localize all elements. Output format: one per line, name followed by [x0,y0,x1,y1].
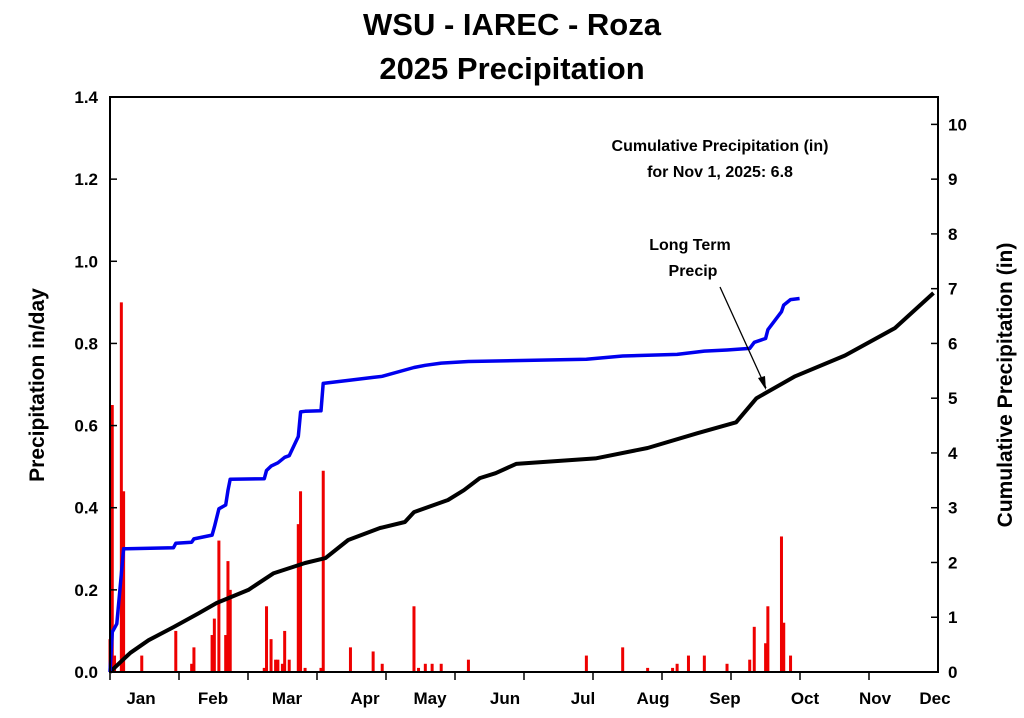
cumulative-annotation-line-2: for Nov 1, 2025: 6.8 [647,164,793,181]
y2-tick-label: 7 [948,280,957,299]
daily-precip-bar [212,618,216,672]
x-tick-label: Apr [350,689,380,708]
plot-frame [109,96,939,673]
y-tick-label: 0.6 [74,417,98,436]
daily-precip-bar [779,536,783,672]
daily-precip-bar [228,589,232,672]
daily-precip-bar [113,655,117,672]
cumulative-2025-line [108,296,800,673]
daily-precip-bar [430,663,434,672]
daily-precip-bar [110,405,114,672]
daily-precip-bar [782,622,786,672]
daily-precip-bar [269,639,273,672]
daily-precip-bar [303,667,307,672]
daily-precip-bar [646,667,650,672]
x-tick-label: Feb [198,689,228,708]
daily-precip-bar [371,651,375,672]
daily-precip-bar [412,606,416,672]
daily-precip-bar [265,606,269,672]
daily-precip-bar [262,667,266,672]
daily-precip-bar [174,630,178,672]
daily-precip-bar [766,606,770,672]
daily-precip-bar [764,643,768,672]
daily-precip-bar [675,663,679,672]
annotation-arrow [719,286,767,390]
y-tick-label: 1.0 [74,252,98,271]
daily-precip-bar [274,659,278,672]
daily-precip-bar [466,659,470,672]
daily-precip-bar [417,667,421,672]
x-tick-label: Oct [791,689,820,708]
daily-precip-bar [122,491,126,672]
x-tick-label: May [413,689,447,708]
daily-precip-bar [319,667,323,672]
daily-precip-bar [224,635,228,672]
y-tick-label: 1.2 [74,170,98,189]
chart-title-line-1: WSU - IAREC - Roza [363,7,662,42]
y2-tick-label: 6 [948,334,957,353]
x-tick-label: Mar [272,689,303,708]
daily-precip-bar [287,659,291,672]
long-term-annotation-line-1: Long Term [649,237,730,254]
x-tick-label: Dec [919,689,950,708]
x-tick-label: Jan [126,689,155,708]
daily-precip-bar [299,491,303,672]
daily-precip-bar [321,470,325,672]
daily-precip-bar [276,659,280,672]
x-tick-label: Jun [490,689,520,708]
daily-precip-bar [296,524,300,672]
y2-tick-label: 9 [948,170,957,189]
daily-precip-bar [671,667,675,672]
daily-precip-bar [119,302,123,672]
daily-precip-bar [725,663,729,672]
x-tick-label: Aug [636,689,669,708]
daily-precip-bar [789,655,793,672]
y2-axis-label: Cumulative Precipitation (in) [994,243,1017,528]
y-tick-label: 0.8 [74,334,98,353]
y-tick-label: 0.0 [74,663,98,682]
y-tick-label: 0.4 [74,499,98,518]
y2-tick-label: 10 [948,115,967,134]
daily-precip-bar [210,635,214,672]
x-tick-label: Nov [859,689,892,708]
daily-precip-bar [686,655,690,672]
daily-precip-bar [283,630,287,672]
y2-tick-label: 3 [948,499,957,518]
long-term-cumulative-line [108,291,935,674]
x-tick-label: Jul [571,689,596,708]
y2-tick-label: 8 [948,225,957,244]
y-axis-label: Precipitation in/day [26,288,49,482]
daily-precip-bar [280,663,284,672]
daily-precip-bar [748,659,752,672]
daily-precip-bar [380,663,384,672]
daily-precip-bar [584,655,588,672]
daily-precip-bar [348,647,352,672]
daily-precip-bar [217,540,221,672]
y-tick-label: 0.2 [74,581,98,600]
y2-tick-label: 4 [948,444,958,463]
long-term-annotation-line-2: Precip [669,263,718,280]
y2-tick-label: 5 [948,389,957,408]
daily-precip-bar [439,663,443,672]
daily-precip-bar [192,647,196,672]
daily-precip-bar [226,561,230,672]
daily-precip-bar [752,626,756,672]
y2-tick-label: 0 [948,663,957,682]
daily-precip-bar [190,663,194,672]
chart-title-line-2: 2025 Precipitation [379,51,644,86]
x-tick-label: Sep [709,689,740,708]
daily-precip-bar [140,655,144,672]
daily-precip-bar [621,647,625,672]
y2-tick-label: 1 [948,608,957,627]
y2-tick-label: 2 [948,553,957,572]
daily-precip-bar [702,655,706,672]
daily-precip-bar [423,663,427,672]
y-tick-label: 1.4 [74,88,98,107]
cumulative-annotation-line-1: Cumulative Precipitation (in) [612,138,829,155]
